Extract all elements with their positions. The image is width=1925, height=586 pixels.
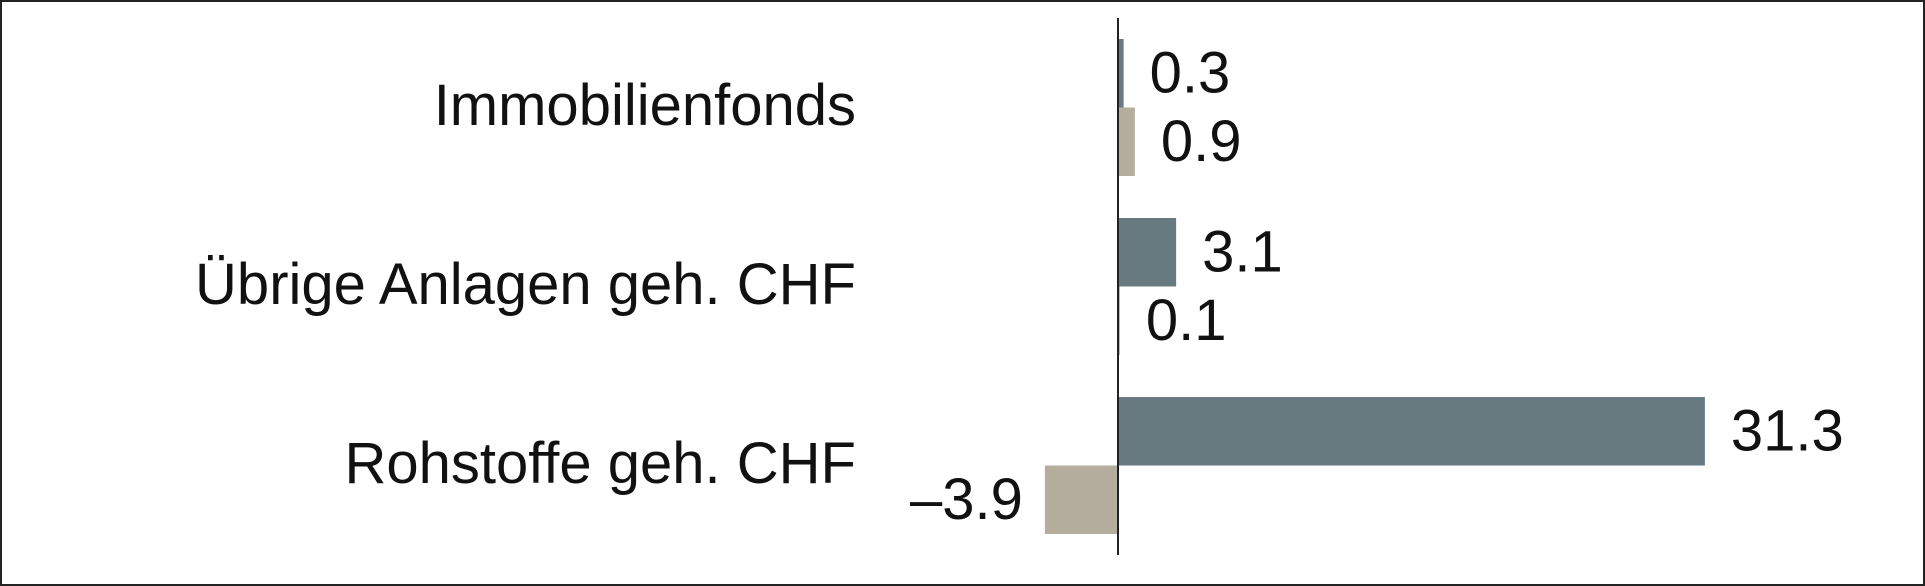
y-tick-label: Rohstoffe geh. CHF <box>344 431 856 496</box>
bar <box>1118 218 1177 287</box>
value-label: 0.9 <box>1161 109 1242 174</box>
y-tick-label: Übrige Anlagen geh. CHF <box>195 252 856 317</box>
value-label: 31.3 <box>1731 399 1844 464</box>
value-label: 0.3 <box>1150 41 1231 106</box>
value-label: 3.1 <box>1202 220 1283 285</box>
value-label: 0.1 <box>1146 288 1227 353</box>
bar <box>1118 107 1135 176</box>
bar <box>1044 465 1118 534</box>
bar <box>1118 397 1705 466</box>
value-label: –3.9 <box>910 467 1023 532</box>
y-tick-label: Immobilienfonds <box>434 73 856 138</box>
bar <box>1118 39 1124 108</box>
